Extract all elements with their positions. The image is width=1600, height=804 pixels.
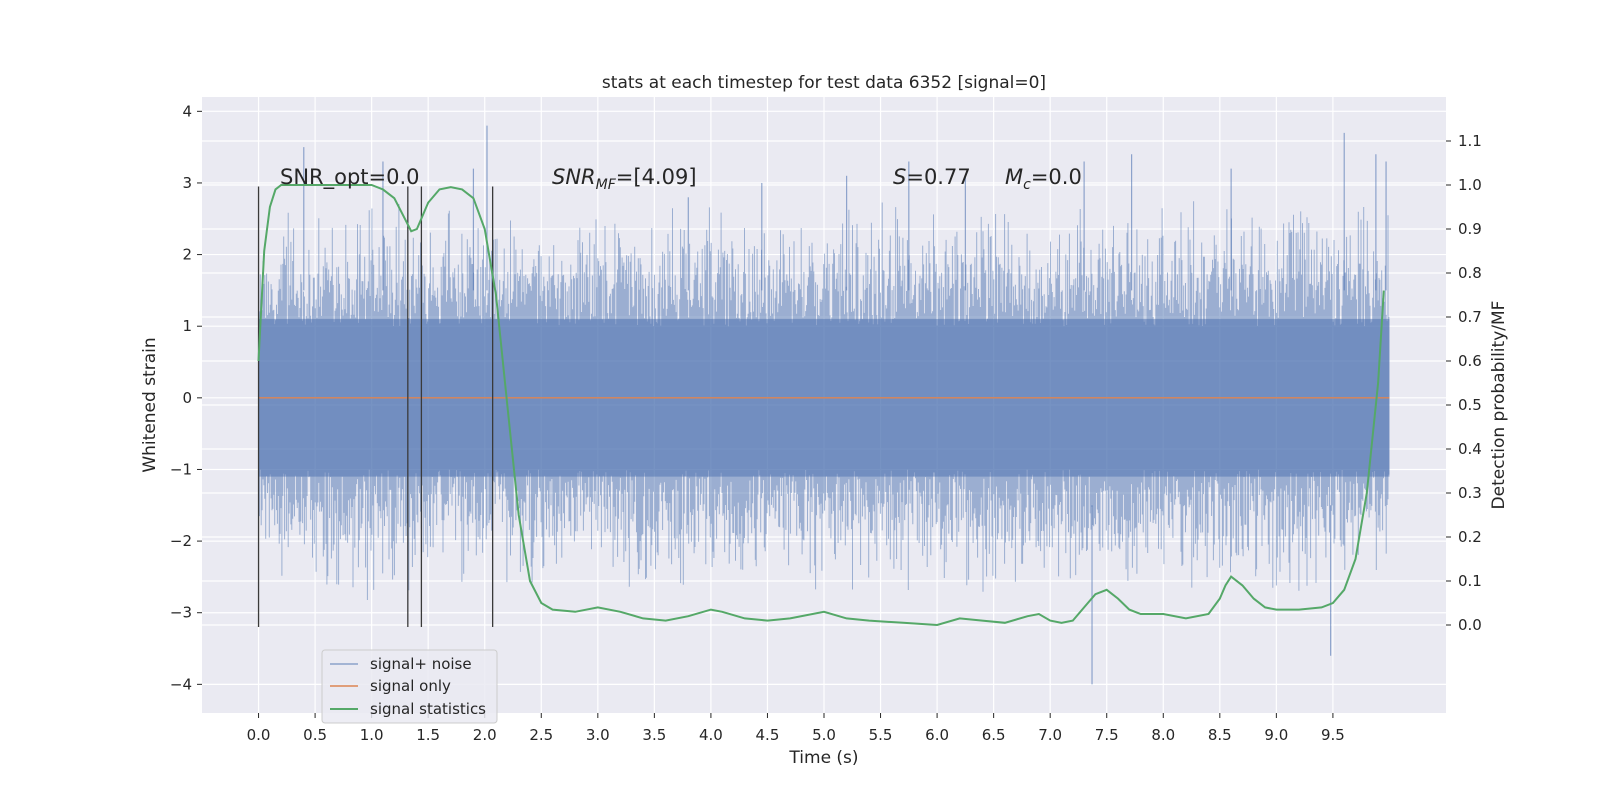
annotation-s: S=0.77 <box>893 165 971 189</box>
mc-sub: c <box>1023 177 1031 193</box>
x-tick-label: 9.5 <box>1321 726 1345 744</box>
snr-mf-val: =[4.09] <box>616 165 697 189</box>
annotation-mc: Mc=0.0 <box>1005 165 1082 193</box>
vertical-markers <box>257 186 494 628</box>
x-tick-label: 3.0 <box>586 726 610 744</box>
y-tick-label: 3 <box>182 174 192 192</box>
y-tick-label: 1 <box>182 317 192 335</box>
legend-label-signal-statistics: signal statistics <box>370 700 486 718</box>
x-tick-label: 5.0 <box>812 726 836 744</box>
annotation-snr-opt: SNR_opt=0.0 <box>280 165 420 190</box>
y-right-tick-label: 0.7 <box>1458 308 1482 326</box>
mc-main: M <box>1005 165 1023 189</box>
s-main: S <box>893 165 906 189</box>
x-tick-label: 2.0 <box>473 726 497 744</box>
legend: signal+ noise signal only signal statist… <box>321 649 498 724</box>
x-tick-label: 8.5 <box>1208 726 1232 744</box>
y-tick-label: −4 <box>170 675 192 693</box>
x-tick-label: 3.5 <box>642 726 666 744</box>
y-tick-label: 0 <box>182 389 192 407</box>
mc-val: =0.0 <box>1031 165 1082 189</box>
y-ticks-left: −4 −3 −2 −1 0 1 2 3 4 <box>170 102 202 693</box>
y-right-tick-label: 0.3 <box>1458 484 1482 502</box>
x-ticks: 0.0 0.5 1.0 1.5 2.0 2.5 3.0 3.5 4.0 4.5 5.0 5.5 6.0 6… <box>247 713 1345 744</box>
x-tick-label: 6.5 <box>982 726 1006 744</box>
y-axis-label-left: Whitened strain <box>140 337 160 472</box>
y-right-tick-label: 0.2 <box>1458 528 1482 546</box>
signal-statistics-line <box>257 184 1385 627</box>
x-tick-label: 6.0 <box>925 726 949 744</box>
y-axis-label-right: Detection probability/MF <box>1489 301 1509 510</box>
legend-box <box>321 649 498 724</box>
legend-label-signal-only: signal only <box>370 677 451 695</box>
y-right-tick-label: 0.6 <box>1458 352 1482 370</box>
snr-mf-sub: MF <box>596 177 617 193</box>
x-tick-label: 9.0 <box>1264 726 1288 744</box>
signal-statistics-series <box>257 184 1385 627</box>
y-right-tick-label: 0.0 <box>1458 616 1482 634</box>
y-tick-label: −2 <box>170 532 192 550</box>
s-val: =0.77 <box>906 165 970 189</box>
y-right-tick-label: 0.4 <box>1458 440 1482 458</box>
x-tick-label: 8.0 <box>1151 726 1175 744</box>
x-axis-label: Time (s) <box>788 748 858 768</box>
y-right-tick-label: 0.9 <box>1458 220 1482 238</box>
y-right-tick-label: 0.5 <box>1458 396 1482 414</box>
snr-mf-main: SNR <box>552 165 596 189</box>
x-tick-label: 0.0 <box>247 726 271 744</box>
x-tick-label: 5.5 <box>869 726 893 744</box>
x-tick-label: 0.5 <box>303 726 327 744</box>
chart-title: stats at each timestep for test data 635… <box>602 73 1046 93</box>
y-tick-label: −1 <box>170 460 192 478</box>
x-tick-label: 4.0 <box>699 726 723 744</box>
y-right-tick-label: 1.1 <box>1458 132 1482 150</box>
y-right-tick-label: 0.1 <box>1458 572 1482 590</box>
y-tick-label: −3 <box>170 604 192 622</box>
y-right-tick-label: 1.0 <box>1458 176 1482 194</box>
x-tick-label: 1.0 <box>360 726 384 744</box>
y-tick-label: 4 <box>182 102 192 120</box>
x-tick-label: 7.0 <box>1038 726 1062 744</box>
annotation-snr-mf: SNRMF=[4.09] <box>552 165 697 193</box>
x-tick-label: 4.5 <box>756 726 780 744</box>
y-ticks-right: 0.0 0.1 0.2 0.3 0.4 0.5 0.6 0.7 0.8 0.9 1.0 1.1 <box>1446 132 1482 634</box>
legend-label-signal-noise: signal+ noise <box>370 655 472 673</box>
y-right-tick-label: 0.8 <box>1458 264 1482 282</box>
x-tick-label: 7.5 <box>1095 726 1119 744</box>
x-tick-label: 1.5 <box>416 726 440 744</box>
x-tick-label: 2.5 <box>529 726 553 744</box>
y-tick-label: 2 <box>182 246 192 264</box>
